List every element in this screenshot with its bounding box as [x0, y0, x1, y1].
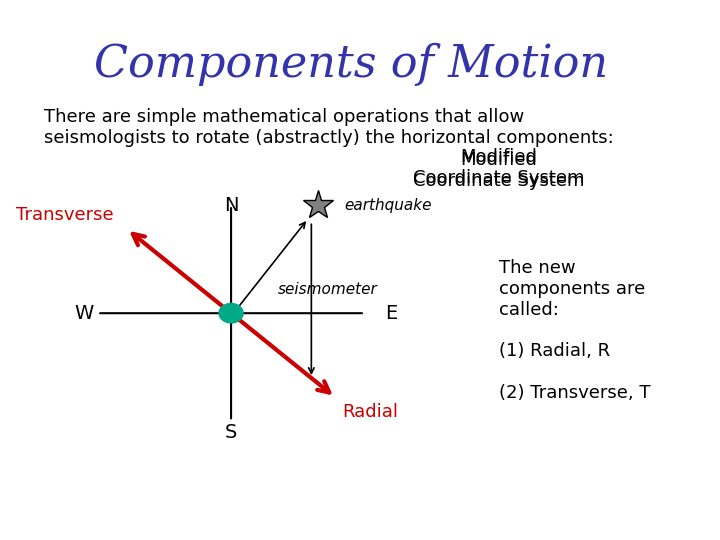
Text: The new
components are
called:

(1) Radial, R

(2) Transverse, T: The new components are called: (1) Radia… [499, 259, 650, 402]
Text: earthquake: earthquake [345, 198, 432, 213]
Text: Components of Motion: Components of Motion [94, 43, 608, 86]
Text: S: S [225, 422, 238, 442]
Text: N: N [224, 195, 238, 215]
Text: E: E [385, 303, 397, 323]
Circle shape [219, 303, 243, 323]
Text: Radial: Radial [342, 403, 398, 421]
Text: Modified
Coordinate System: Modified Coordinate System [413, 148, 585, 187]
Text: seismometer: seismometer [278, 282, 378, 297]
Text: W: W [74, 303, 94, 323]
Text: Modified
Coordinate System: Modified Coordinate System [413, 151, 585, 190]
Text: There are simple mathematical operations that allow
seismologists to rotate (abs: There are simple mathematical operations… [44, 108, 613, 147]
Text: Transverse: Transverse [16, 206, 114, 224]
